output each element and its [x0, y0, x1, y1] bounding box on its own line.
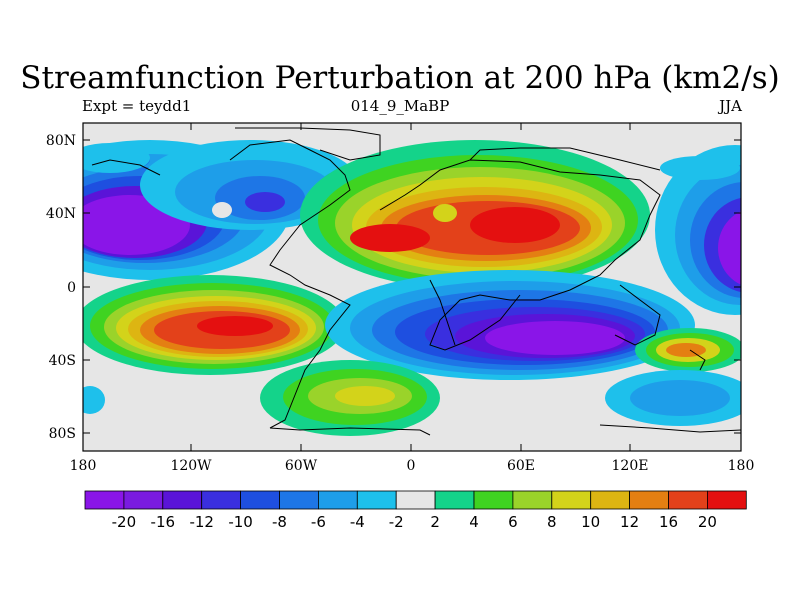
lon-tick-60e: 60E: [507, 458, 535, 474]
colorbar-cell: [395, 490, 436, 510]
colorbar-cell: [551, 490, 592, 510]
colorbar-cell: [162, 490, 203, 510]
colorbar-cell: [84, 490, 125, 510]
lon-tick-180w: 180: [70, 458, 97, 474]
colorbar-cell: [123, 490, 164, 510]
colorbar-cell: [590, 490, 631, 510]
south-atlantic-high: [260, 360, 440, 436]
colorbar-label: -10: [228, 513, 253, 531]
colorbar-cell: [240, 490, 280, 510]
northwest-pacific-low: [655, 145, 741, 315]
longitude-axis: 180 120W 60W 0 60E 120E 180: [70, 123, 755, 474]
colorbar-label: 8: [547, 513, 557, 531]
lon-tick-180e: 180: [728, 458, 755, 474]
lon-tick-120e: 120E: [612, 458, 649, 474]
colorbar-label: 10: [581, 513, 600, 531]
colorbar-cell: [707, 490, 747, 510]
colorbar-cell: [279, 490, 319, 510]
experiment-label: Expt = teydd1: [82, 97, 192, 115]
colorbar-cell: [201, 490, 241, 510]
season-label: JJA: [719, 97, 742, 115]
colorbar-label: -16: [151, 513, 176, 531]
lat-tick-80n: 80N: [46, 133, 76, 149]
lat-tick-0: 0: [67, 280, 76, 296]
southeast-pacific-low: [83, 370, 741, 426]
lon-tick-0: 0: [407, 458, 416, 474]
colorbar-label: -4: [350, 513, 365, 531]
south-pacific-high: [83, 275, 345, 375]
lon-tick-120w: 120W: [170, 458, 212, 474]
colorbar-label: 6: [508, 513, 518, 531]
colorbar-label: 16: [659, 513, 678, 531]
colorbar-cell: [512, 490, 553, 510]
colorbar-label: 12: [620, 513, 639, 531]
lon-tick-60w: 60W: [285, 458, 318, 474]
colorbar-cell: [473, 490, 514, 510]
contour-field: [83, 123, 741, 451]
colorbar-cell: [434, 490, 475, 510]
colorbar-cell: [356, 490, 397, 510]
colorbar-label: -2: [389, 513, 404, 531]
colorbar-cell: [317, 490, 358, 510]
lat-tick-80s: 80S: [49, 426, 76, 442]
south-tasman-high: [635, 328, 741, 372]
colorbar-label: -6: [311, 513, 326, 531]
lat-tick-40s: 40S: [49, 353, 76, 369]
eurasian-high: [300, 140, 650, 290]
colorbar-cell: [668, 490, 708, 510]
latitude-axis: 80N 40N 0 40S 80S: [46, 133, 741, 442]
southern-indian-low: [325, 270, 695, 380]
lat-tick-40n: 40N: [46, 206, 76, 222]
colorbar-label: -12: [189, 513, 214, 531]
colorbar-cell: [629, 490, 669, 510]
northern-jet-band: [83, 143, 740, 180]
colorbar-label: 4: [469, 513, 479, 531]
colorbar-label: -20: [112, 513, 137, 531]
coastlines: [91, 127, 741, 436]
colorbar: -20 -16 -12 -10 -8 -6 -4 -2 2 4 6 8 10 12 16 20: [84, 490, 747, 531]
colorbar-label: 2: [430, 513, 440, 531]
colorbar-label: 20: [698, 513, 717, 531]
map-title: Streamfunction Perturbation at 200 hPa (…: [20, 60, 780, 96]
period-label: 014_9_MaBP: [350, 97, 450, 115]
colorbar-label: -8: [272, 513, 287, 531]
